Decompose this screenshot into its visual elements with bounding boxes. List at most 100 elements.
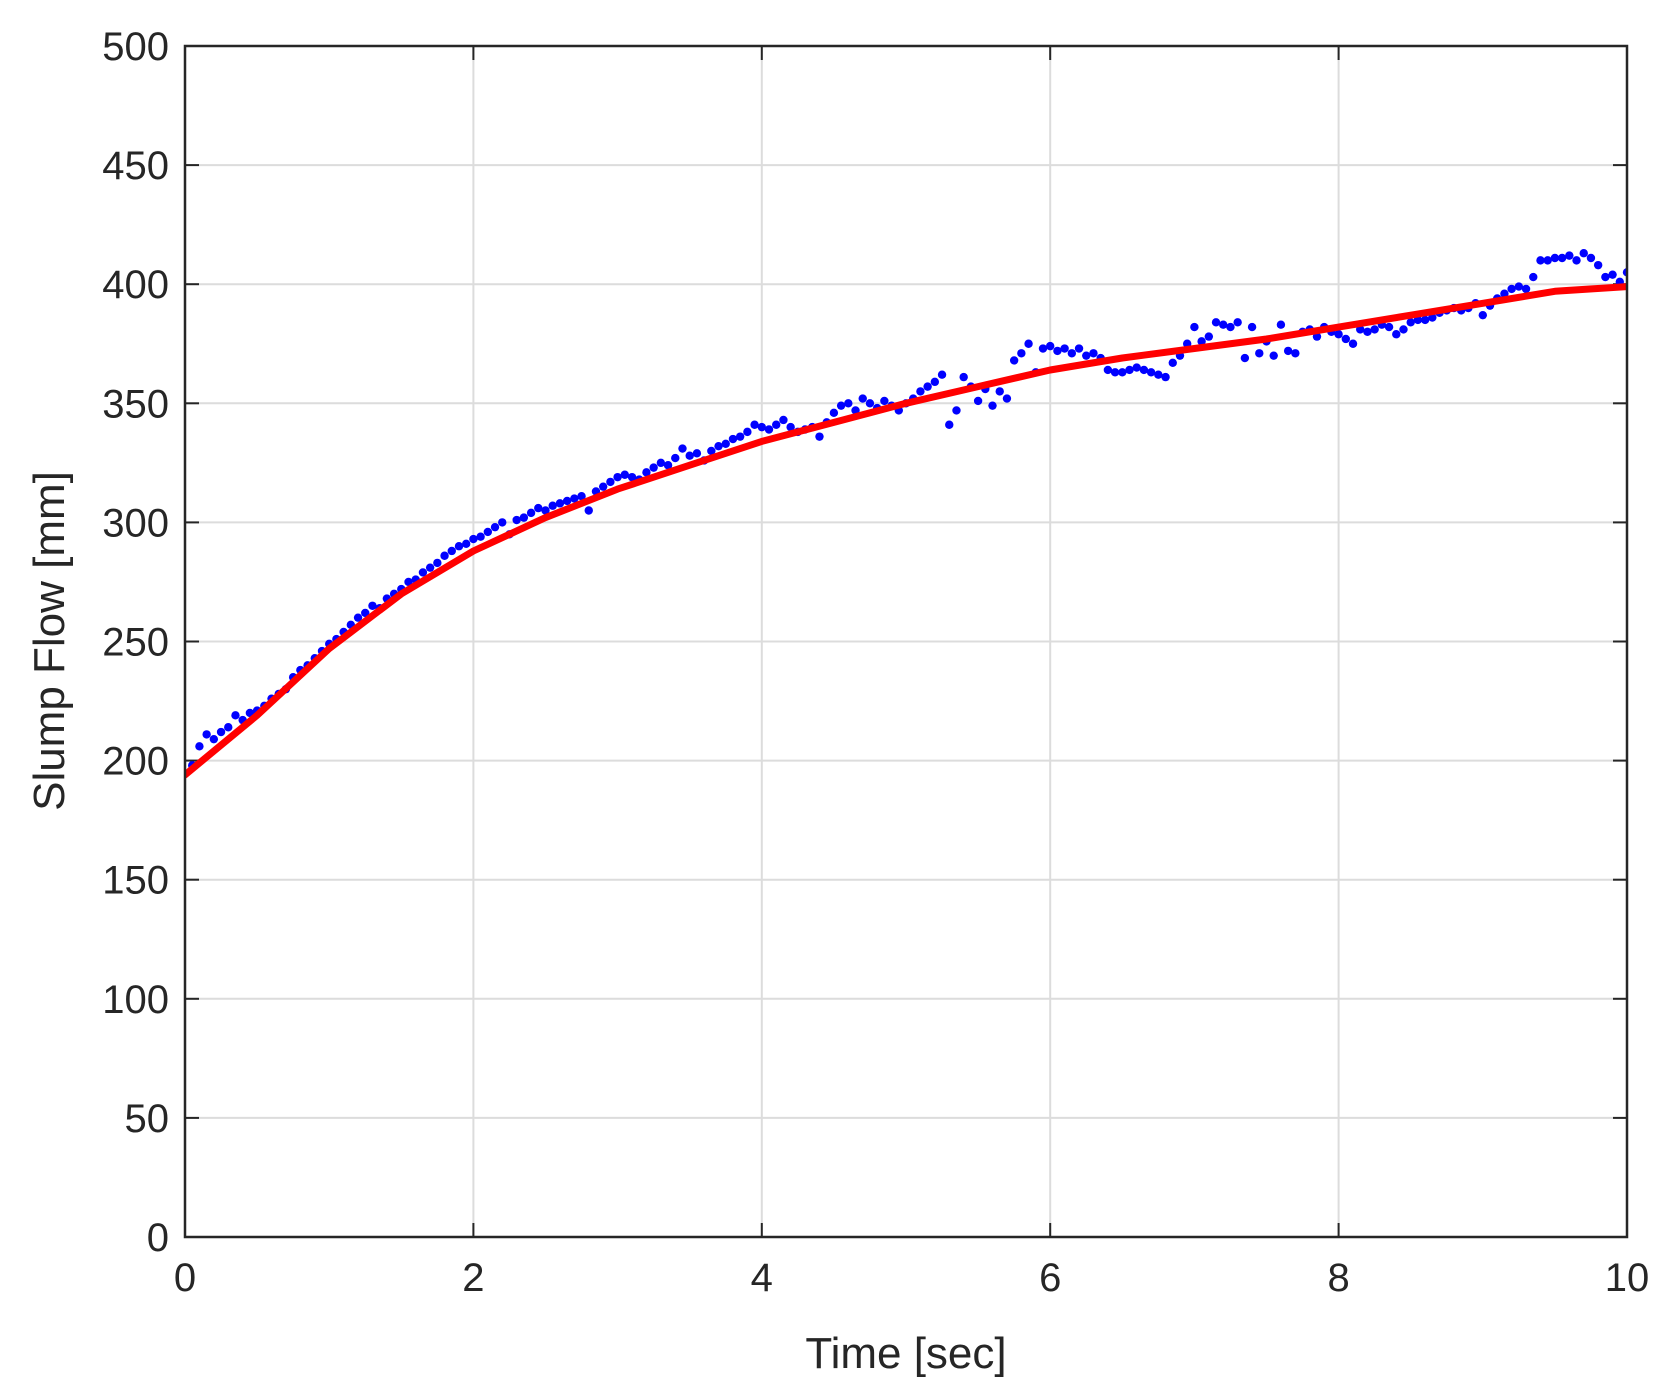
data-point xyxy=(1017,349,1026,358)
y-tick-label: 150 xyxy=(102,859,169,903)
data-point xyxy=(973,396,983,406)
data-point xyxy=(534,503,543,513)
data-point xyxy=(721,439,730,448)
data-point xyxy=(671,453,680,463)
data-point xyxy=(570,494,579,503)
y-tick-label: 50 xyxy=(125,1097,170,1141)
scatter-series xyxy=(188,249,1627,770)
fit-curve xyxy=(185,283,1627,779)
axes-box xyxy=(183,44,1629,1239)
data-point xyxy=(519,513,529,522)
data-point xyxy=(1089,349,1098,358)
data-point xyxy=(1146,368,1156,377)
data-point xyxy=(865,399,875,408)
data-point xyxy=(1204,332,1214,341)
data-point xyxy=(858,394,867,403)
data-point xyxy=(952,406,961,415)
data-point xyxy=(1269,351,1278,360)
data-point xyxy=(1219,320,1228,329)
x-axis-label: Time [sec] xyxy=(805,1329,1006,1378)
data-point xyxy=(353,613,363,622)
data-point xyxy=(598,482,608,491)
x-tick-labels: 0 2 4 6 8 10 xyxy=(174,1256,1649,1300)
data-point xyxy=(1572,256,1581,265)
x-tick-label: 8 xyxy=(1327,1256,1349,1300)
data-point xyxy=(685,451,694,460)
data-point xyxy=(606,477,615,487)
data-point xyxy=(1565,251,1574,260)
data-point xyxy=(1478,310,1488,320)
data-point xyxy=(844,399,853,408)
data-point xyxy=(1161,372,1170,382)
x-tick-label: 0 xyxy=(174,1256,196,1300)
data-point xyxy=(404,577,413,587)
data-point xyxy=(490,522,500,532)
data-point xyxy=(772,420,781,429)
x-tick-label: 6 xyxy=(1039,1256,1061,1300)
grid xyxy=(184,45,1628,1238)
x-tick-label: 2 xyxy=(462,1256,484,1300)
data-point xyxy=(1514,282,1524,291)
data-point xyxy=(1139,365,1149,375)
data-point xyxy=(1601,272,1610,282)
data-point xyxy=(923,382,932,391)
data-point xyxy=(988,401,997,410)
y-tick-label: 350 xyxy=(102,382,169,426)
y-tick-label: 100 xyxy=(102,978,169,1022)
data-point xyxy=(1247,322,1257,332)
y-tick-label: 500 xyxy=(102,25,169,69)
data-point xyxy=(779,415,788,425)
data-point xyxy=(1543,256,1552,265)
data-point xyxy=(1521,284,1531,294)
data-point xyxy=(1082,351,1091,360)
data-point xyxy=(577,491,586,501)
data-point xyxy=(995,387,1004,396)
y-tick-label: 0 xyxy=(147,1216,169,1260)
data-point xyxy=(433,558,442,568)
data-point xyxy=(541,506,550,515)
data-point xyxy=(829,408,839,418)
data-point xyxy=(1392,330,1401,339)
data-point xyxy=(815,432,824,441)
y-tick-label: 400 xyxy=(102,263,169,307)
plot-area xyxy=(185,249,1627,779)
data-point xyxy=(555,499,565,508)
data-point xyxy=(1110,368,1120,377)
data-point xyxy=(231,711,240,720)
data-point xyxy=(1154,370,1163,379)
x-tick-label: 10 xyxy=(1605,1256,1650,1300)
data-point xyxy=(512,515,521,525)
data-point xyxy=(1118,368,1127,377)
data-point xyxy=(368,601,377,610)
data-point xyxy=(1168,358,1177,368)
fit-line-series xyxy=(185,283,1627,779)
data-point xyxy=(1420,315,1430,325)
data-point xyxy=(728,434,738,444)
data-point xyxy=(1255,349,1264,358)
y-tick-label: 300 xyxy=(102,501,169,545)
data-point xyxy=(880,396,889,406)
data-point xyxy=(714,441,723,451)
data-point xyxy=(454,542,464,551)
data-point xyxy=(224,723,233,732)
data-point xyxy=(1276,320,1286,329)
data-point xyxy=(202,730,211,739)
data-point xyxy=(1341,334,1351,344)
data-point xyxy=(1226,322,1235,332)
y-axis-label: Slump Flow [mm] xyxy=(25,471,74,811)
data-point xyxy=(937,370,947,379)
data-point xyxy=(1132,363,1141,372)
data-point xyxy=(1579,249,1588,258)
data-point xyxy=(1557,253,1567,263)
data-point xyxy=(440,551,449,560)
data-point xyxy=(678,444,687,453)
data-point xyxy=(562,496,572,506)
data-point xyxy=(1399,325,1408,334)
data-point xyxy=(216,727,226,737)
data-point xyxy=(1536,256,1545,265)
data-point xyxy=(1211,318,1221,327)
data-point xyxy=(743,427,752,437)
data-point xyxy=(1009,356,1019,365)
data-point xyxy=(1291,349,1300,358)
data-point xyxy=(476,532,485,541)
